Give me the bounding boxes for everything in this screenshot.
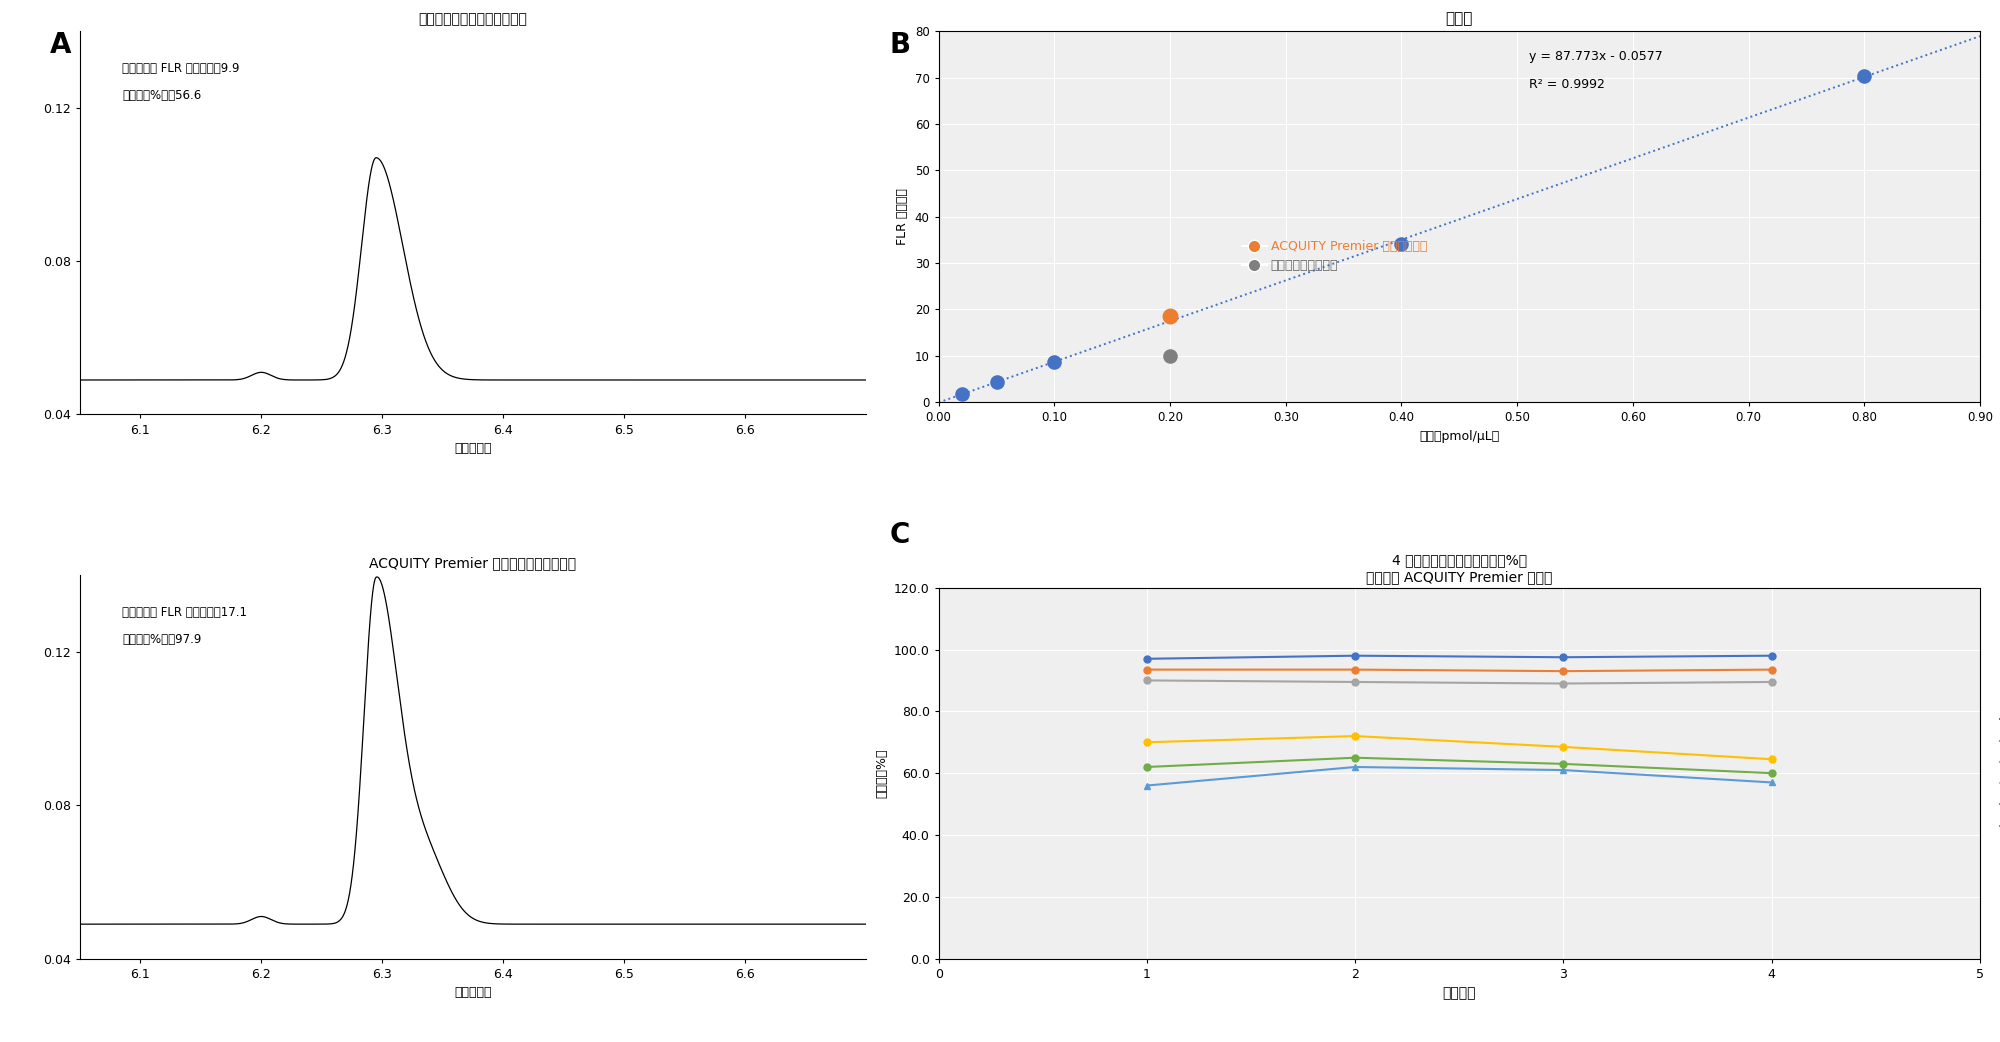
X-axis label: 時間（分）: 時間（分）: [454, 986, 492, 999]
従来型セット 1: [1552, 741, 1576, 753]
Point: [946, 386, 978, 402]
Legend: ACQUITY Premier テクノロジー, 従来のテクノロジー: ACQUITY Premier テクノロジー, 従来のテクノロジー: [1236, 235, 1432, 277]
Line: 平均（従来型）: 平均（従来型）: [1144, 764, 1776, 789]
平均（ACQUITY Premier）: [1760, 664, 1784, 676]
Title: 従来のカラムおよびシステム: 従来のカラムおよびシステム: [418, 11, 528, 26]
Text: 回収率（%）：97.9: 回収率（%）：97.9: [122, 632, 202, 646]
X-axis label: 注入回数: 注入回数: [1442, 986, 1476, 1000]
Point: [1038, 354, 1070, 371]
Text: C: C: [890, 521, 910, 549]
従来型セット 2: [1552, 758, 1576, 770]
従来型セット 1: [1134, 736, 1158, 748]
ACQUITY Premier セット 2: [1344, 675, 1368, 688]
従来型セット 2: [1134, 761, 1158, 773]
Text: オフライン FLR シグナル：17.1: オフライン FLR シグナル：17.1: [122, 606, 248, 619]
Line: 平均（ACQUITY Premier）: 平均（ACQUITY Premier）: [1144, 666, 1776, 674]
Point: [1386, 235, 1418, 252]
Text: A: A: [50, 31, 72, 59]
ACQUITY Premier セット 1: [1552, 651, 1576, 664]
Point: [1154, 308, 1186, 325]
ACQUITY Premier セット 1: [1344, 649, 1368, 662]
従来型セット 1: [1344, 729, 1368, 742]
Text: R² = 0.9992: R² = 0.9992: [1528, 78, 1604, 91]
Text: オフライン FLR シグナル：9.9: オフライン FLR シグナル：9.9: [122, 61, 240, 75]
ACQUITY Premier セット 1: [1134, 652, 1158, 665]
Text: B: B: [890, 31, 912, 59]
従来型セット 2: [1344, 751, 1368, 764]
X-axis label: 時間（分）: 時間（分）: [454, 442, 492, 455]
Point: [1154, 348, 1186, 365]
ACQUITY Premier セット 2: [1552, 677, 1576, 690]
Legend: ACQUITY Premier セット 1, 平均（ACQUITY Premier）, ACQUITY Premier セット 2, 従来型セット 1, 平均（: ACQUITY Premier セット 1, 平均（ACQUITY Premie…: [1996, 710, 2000, 837]
Point: [1154, 308, 1186, 325]
Line: ACQUITY Premier セット 2: ACQUITY Premier セット 2: [1144, 677, 1776, 687]
従来型セット 1: [1760, 753, 1784, 766]
ACQUITY Premier セット 2: [1760, 675, 1784, 688]
Title: 検量線: 検量線: [1446, 10, 1474, 26]
X-axis label: 濃度（pmol/μL）: 濃度（pmol/μL）: [1420, 429, 1500, 443]
従来型セット 2: [1760, 767, 1784, 779]
Point: [1848, 68, 1880, 84]
平均（ACQUITY Premier）: [1344, 664, 1368, 676]
Point: [980, 374, 1012, 391]
ACQUITY Premier セット 1: [1760, 649, 1784, 662]
Line: 従来型セット 1: 従来型セット 1: [1144, 733, 1776, 763]
Y-axis label: 回収率（%）: 回収率（%）: [876, 748, 888, 798]
Text: y = 87.773x - 0.0577: y = 87.773x - 0.0577: [1528, 50, 1662, 63]
平均（ACQUITY Premier）: [1552, 665, 1576, 677]
ACQUITY Premier セット 2: [1134, 674, 1158, 687]
平均（従来型）: [1760, 776, 1784, 789]
Title: 4 回の注入にわたる回収率（%）
従来型と ACQUITY Premier の比較: 4 回の注入にわたる回収率（%） 従来型と ACQUITY Premier の比…: [1366, 553, 1552, 584]
平均（ACQUITY Premier）: [1134, 664, 1158, 676]
平均（従来型）: [1552, 764, 1576, 776]
Title: ACQUITY Premier カラムおよびシステム: ACQUITY Premier カラムおよびシステム: [370, 556, 576, 570]
Y-axis label: FLR シグナル: FLR シグナル: [896, 189, 910, 245]
平均（従来型）: [1134, 779, 1158, 792]
平均（従来型）: [1344, 761, 1368, 773]
Line: ACQUITY Premier セット 1: ACQUITY Premier セット 1: [1144, 652, 1776, 663]
Text: 回収率（%）：56.6: 回収率（%）：56.6: [122, 89, 202, 102]
Line: 従来型セット 2: 従来型セット 2: [1144, 754, 1776, 776]
